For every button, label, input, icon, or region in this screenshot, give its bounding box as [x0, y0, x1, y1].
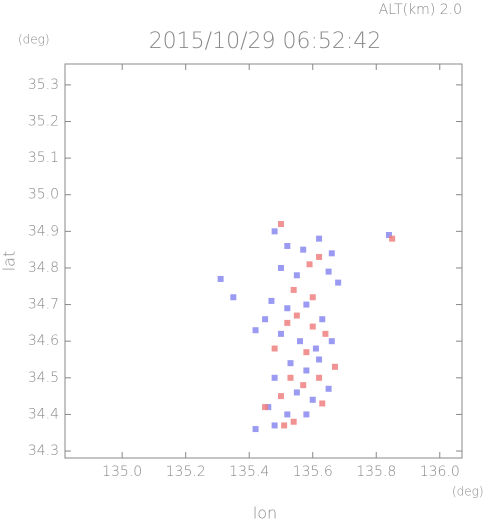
echo-point — [316, 253, 323, 260]
echo-point — [306, 261, 313, 268]
echo-point — [252, 426, 259, 433]
echo-point — [293, 272, 300, 279]
echo-point — [322, 330, 329, 337]
echo-point — [309, 294, 316, 301]
echo-point — [284, 319, 291, 326]
echo-point — [268, 297, 275, 304]
echo-point — [252, 327, 259, 334]
echo-point — [277, 221, 284, 228]
echo-point — [262, 316, 269, 323]
echo-point — [335, 279, 342, 286]
echo-point — [389, 235, 396, 242]
echo-point — [328, 338, 335, 345]
echo-point — [297, 338, 304, 345]
echo-point — [271, 374, 278, 381]
echo-point — [293, 389, 300, 396]
y-tick-label: 34.5 — [28, 370, 59, 386]
echo-point — [284, 411, 291, 418]
echo-point — [316, 374, 323, 381]
y-tick-label: 35.2 — [28, 113, 59, 129]
echo-point — [319, 316, 326, 323]
echo-point — [271, 345, 278, 352]
echo-point — [309, 323, 316, 330]
echo-point — [277, 330, 284, 337]
y-axis-label: lat — [0, 251, 19, 272]
echo-point — [281, 422, 288, 429]
echo-point — [290, 418, 297, 425]
echo-point — [271, 422, 278, 429]
echo-point — [309, 396, 316, 403]
echo-point — [284, 305, 291, 312]
y-tick-label: 35.1 — [28, 150, 59, 166]
echo-point — [303, 411, 310, 418]
y-tick-label: 34.4 — [28, 406, 59, 422]
echo-point — [319, 400, 326, 407]
echo-point — [328, 250, 335, 257]
echo-point — [325, 268, 332, 275]
echo-point — [331, 363, 338, 370]
echo-point — [303, 367, 310, 374]
plot-frame — [64, 63, 463, 459]
echo-point — [316, 235, 323, 242]
echo-point — [277, 264, 284, 271]
y-tick-label: 34.6 — [28, 333, 59, 349]
echo-point — [265, 404, 272, 411]
echo-point — [303, 301, 310, 308]
y-tick-label: 34.9 — [28, 223, 59, 239]
echo-point — [303, 349, 310, 356]
echo-point — [293, 312, 300, 319]
altitude-label: ALT(km) 2.0 — [379, 2, 462, 18]
y-tick-label: 34.7 — [28, 297, 59, 313]
echo-point — [300, 246, 307, 253]
echo-point — [277, 393, 284, 400]
x-tick-label: 135.2 — [166, 464, 206, 480]
x-tick-label: 135.8 — [356, 464, 396, 480]
y-unit: (deg) — [18, 33, 50, 47]
chart-title: 2015/10/29 06:52:42 — [149, 29, 382, 54]
x-tick-label: 135.0 — [102, 464, 142, 480]
echo-point — [312, 345, 319, 352]
echo-point — [217, 275, 224, 282]
echo-point — [325, 385, 332, 392]
x-unit: (deg) — [452, 485, 484, 499]
echo-point — [385, 232, 392, 239]
echo-point — [271, 228, 278, 235]
x-tick-label: 135.6 — [293, 464, 333, 480]
x-tick-label: 136.0 — [420, 464, 460, 480]
echo-point — [287, 374, 294, 381]
echo-point — [284, 242, 291, 249]
echo-point — [316, 356, 323, 363]
x-axis-label: lon — [253, 504, 277, 522]
y-tick-label: 34.8 — [28, 260, 59, 276]
echo-point — [300, 382, 307, 389]
x-tick-label: 135.4 — [229, 464, 269, 480]
y-tick-label: 35.0 — [28, 187, 59, 203]
y-tick-label: 35.3 — [28, 77, 59, 93]
echo-point — [262, 404, 269, 411]
y-tick-label: 34.3 — [28, 443, 59, 459]
echo-point — [290, 286, 297, 293]
echo-point — [230, 294, 237, 301]
echo-point — [287, 360, 294, 367]
